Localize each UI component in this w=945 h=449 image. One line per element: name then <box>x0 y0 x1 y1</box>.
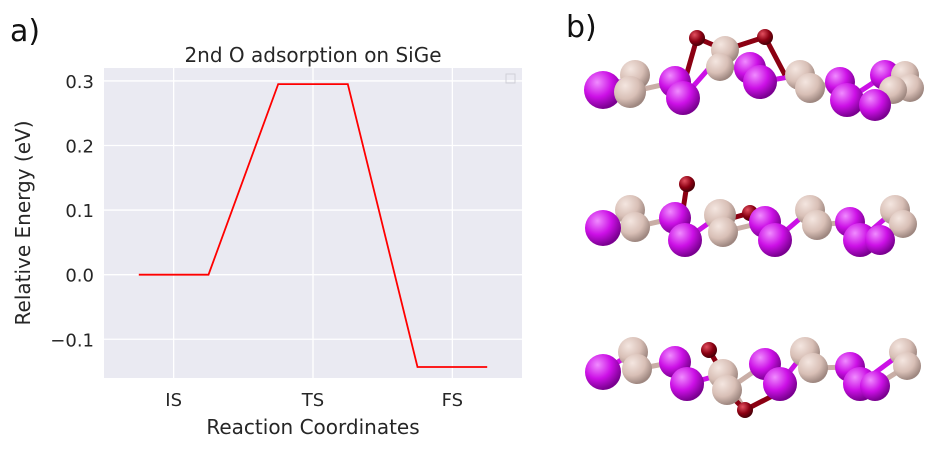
series-layer <box>138 83 488 368</box>
energy-chart: 0.3 0.2 0.1 0.0 −0.1 IS TS FS 2nd O adsorption … <box>11 43 522 439</box>
atom-oxygen <box>757 29 773 45</box>
molecular-structures <box>584 29 924 418</box>
atom-purple <box>743 65 777 99</box>
atom-purple <box>585 354 621 390</box>
atom-light <box>798 353 828 383</box>
atom-oxygen <box>701 342 717 358</box>
x-axis-label: Reaction Coordinates <box>206 415 419 439</box>
y-tick-label: 0.2 <box>65 137 94 158</box>
grid <box>104 68 522 378</box>
atom-light <box>795 73 825 103</box>
atom-light <box>712 375 742 405</box>
atom-oxygen <box>737 402 753 418</box>
y-tick-label: −0.1 <box>50 330 94 351</box>
atom-oxygen <box>679 176 695 192</box>
y-tick-label: 0.3 <box>65 72 94 93</box>
structure-initial-state <box>584 29 924 121</box>
structure-final-state <box>585 337 921 418</box>
x-tick-label: TS <box>301 390 324 411</box>
atom-purple <box>668 223 702 257</box>
atom-purple <box>830 83 864 117</box>
atom-light <box>708 217 738 247</box>
atom-light <box>893 352 921 380</box>
chart-title: 2nd O adsorption on SiGe <box>184 43 441 67</box>
atom-light <box>622 354 652 384</box>
atom-light <box>802 210 832 240</box>
y-tick-label: 0.0 <box>65 266 94 287</box>
atom-light <box>889 210 917 238</box>
empty-legend-box <box>505 73 516 84</box>
atom-purple <box>585 210 621 246</box>
energy-series-line <box>138 83 488 368</box>
atom-purple <box>860 371 890 401</box>
atom-oxygen <box>689 30 705 46</box>
atom-purple <box>758 223 792 257</box>
atom-purple <box>670 367 704 401</box>
tick-labels: 0.3 0.2 0.1 0.0 −0.1 IS TS FS <box>50 72 463 411</box>
y-axis-label: Relative Energy (eV) <box>11 121 35 326</box>
x-tick-label: IS <box>165 390 182 411</box>
x-tick-label: FS <box>442 390 463 411</box>
panel-label-a: a) <box>10 14 41 49</box>
atom-purple <box>584 71 622 109</box>
atom-light <box>706 53 734 81</box>
structure-transition-state <box>585 176 917 257</box>
panel-label-b: b) <box>566 10 597 45</box>
atom-purple <box>666 81 700 115</box>
atom-light <box>614 76 646 108</box>
atom-light <box>620 212 650 242</box>
atom-purple <box>859 89 891 121</box>
y-tick-label: 0.1 <box>65 201 94 222</box>
atom-purple <box>865 225 895 255</box>
atom-purple <box>763 367 797 401</box>
